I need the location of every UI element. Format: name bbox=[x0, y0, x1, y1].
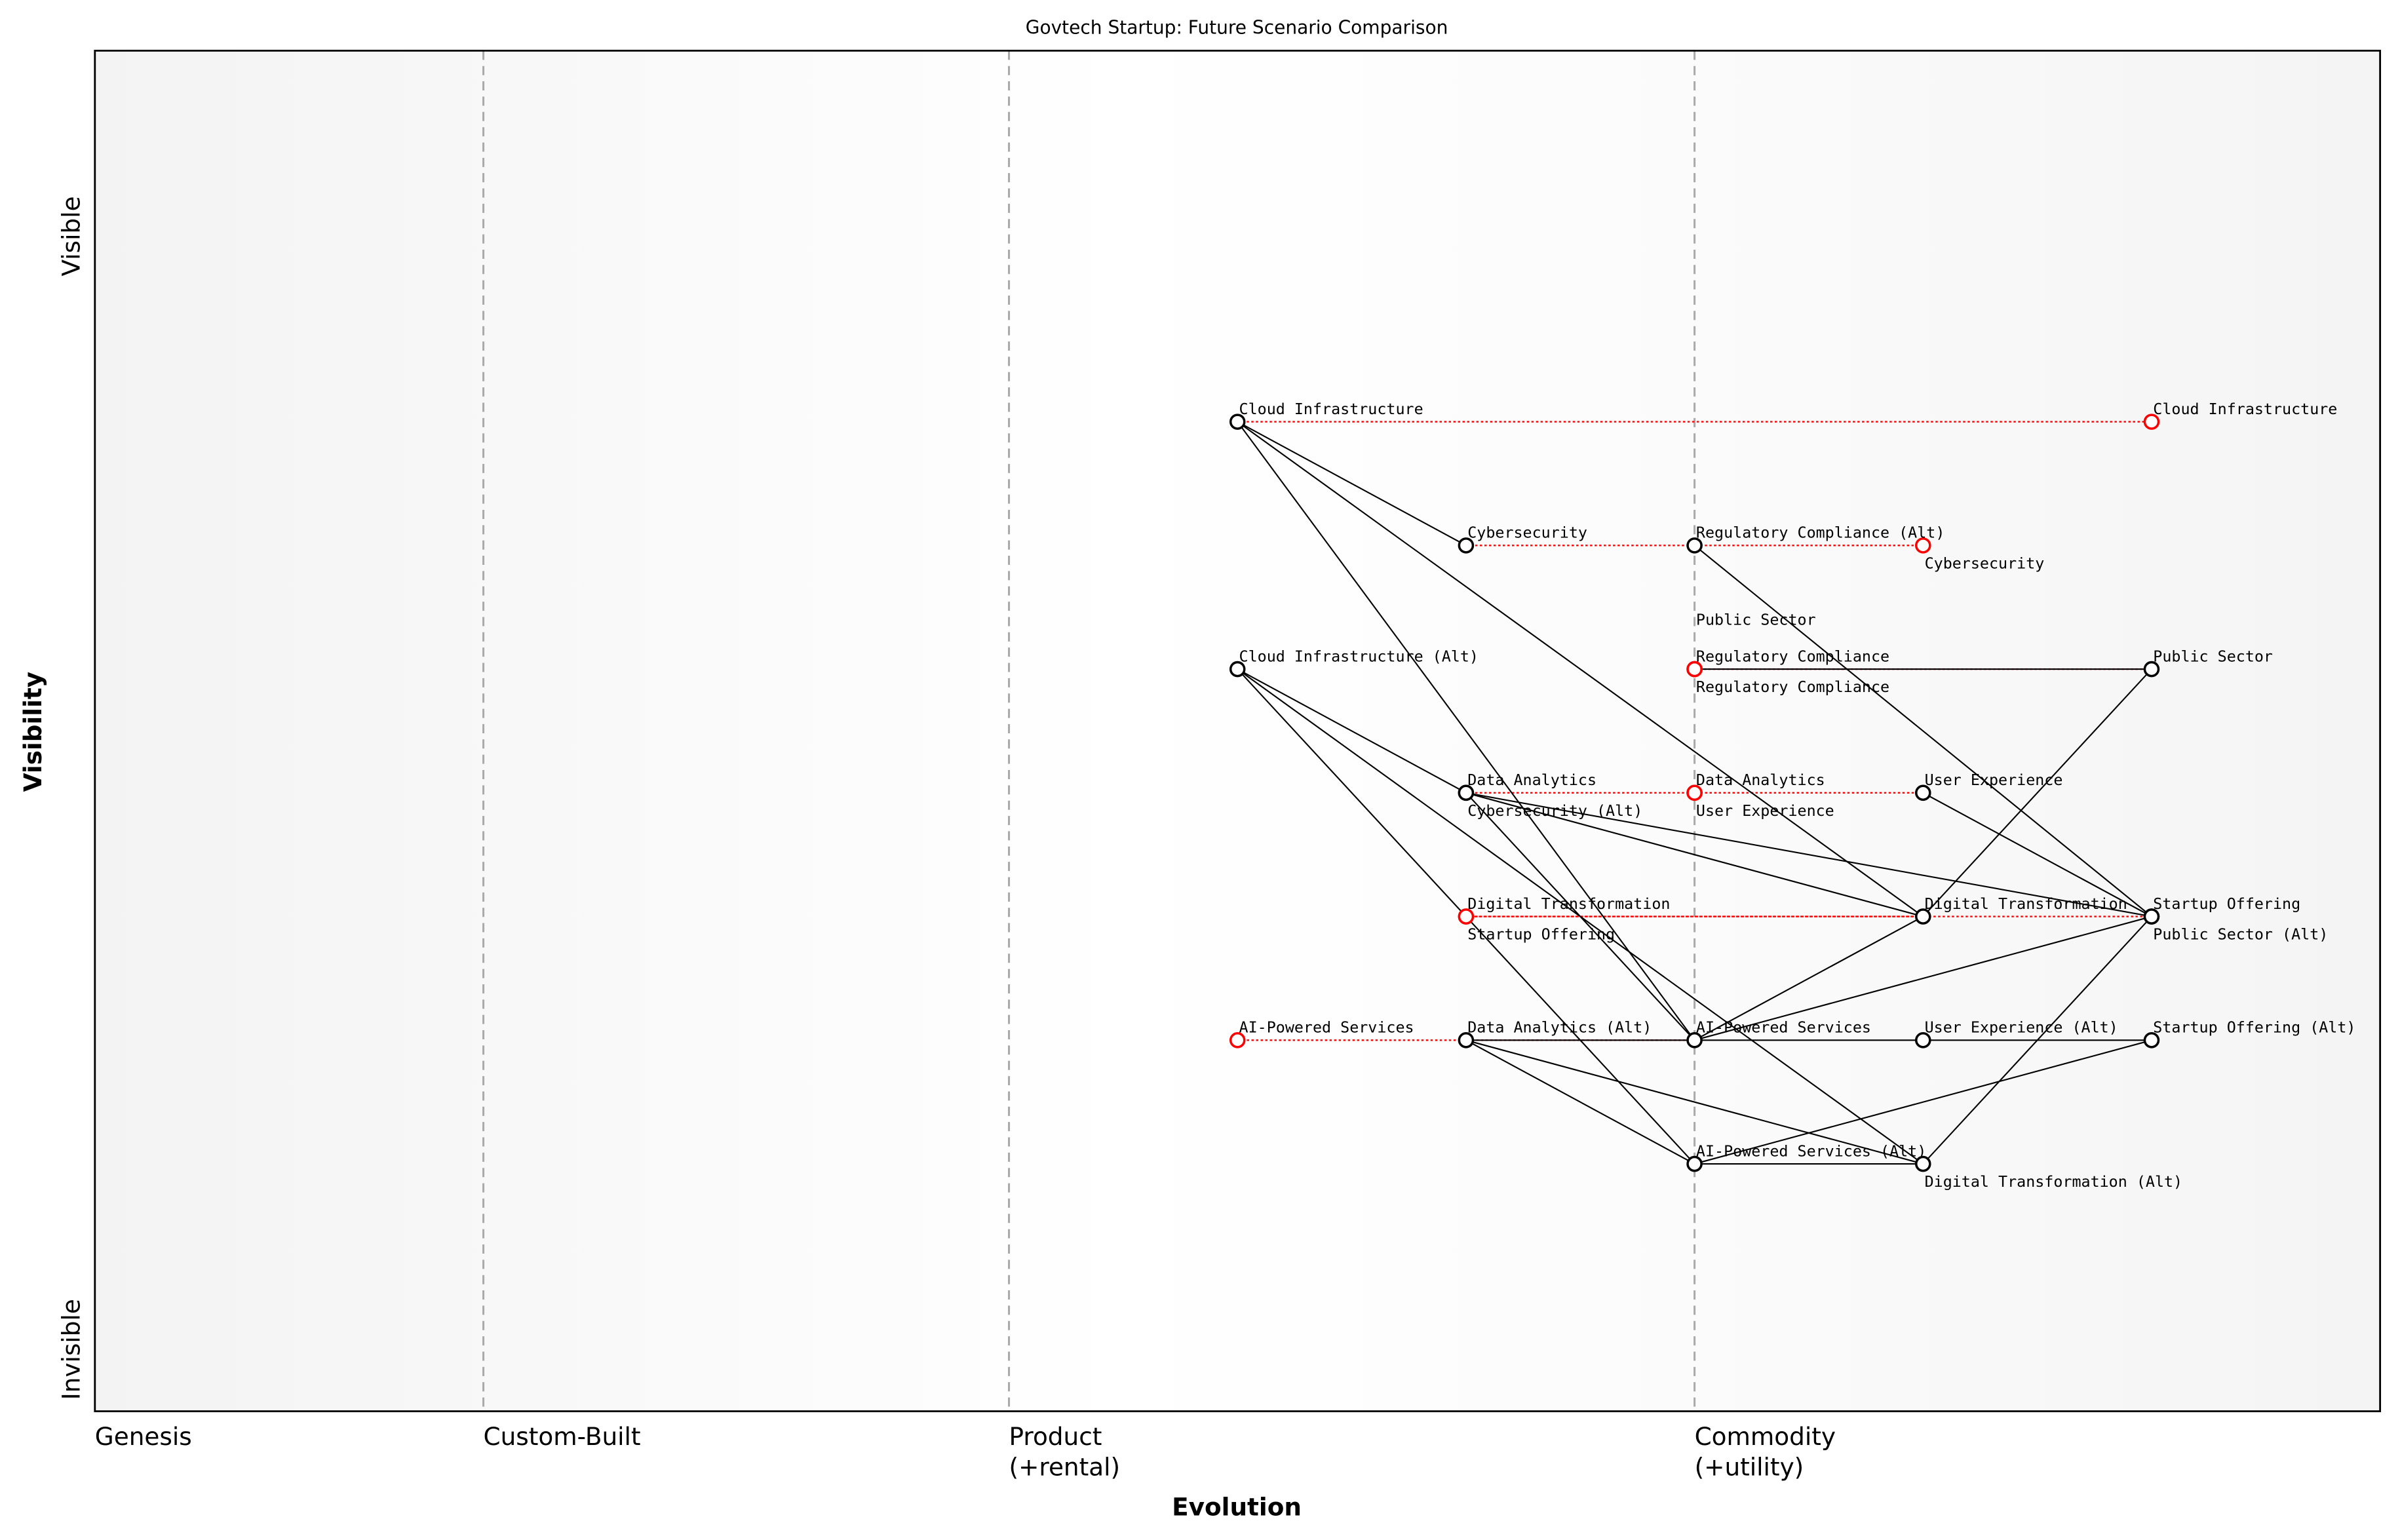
component-label: Digital Transformation bbox=[1925, 895, 2127, 913]
component-label: Public Sector bbox=[1696, 610, 1816, 628]
x-tick-label-line2: (+utility) bbox=[1695, 1453, 1804, 1482]
component-node bbox=[1458, 537, 1475, 554]
component-node bbox=[2143, 1032, 2160, 1049]
dependency-link bbox=[1237, 421, 1924, 917]
component-label: Regulatory Compliance bbox=[1696, 678, 1889, 696]
component-label: Data Analytics bbox=[1696, 771, 1825, 789]
component-label: Data Analytics (Alt) bbox=[1467, 1018, 1652, 1037]
component-label: Public Sector (Alt) bbox=[2153, 925, 2328, 944]
dependency-link bbox=[1465, 792, 1924, 917]
component-label: Cloud Infrastructure bbox=[1239, 400, 1423, 418]
x-tick-label: Commodity bbox=[1695, 1422, 1836, 1451]
component-node bbox=[1915, 1032, 1931, 1049]
dependency-link bbox=[1465, 1039, 1924, 1165]
x-tick-label: Product bbox=[1009, 1422, 1102, 1451]
component-label: User Experience bbox=[1696, 801, 1834, 820]
component-label: Public Sector bbox=[2153, 647, 2273, 665]
dependency-link bbox=[1465, 792, 2152, 917]
dependency-link bbox=[1237, 421, 1467, 547]
component-node bbox=[1458, 1032, 1475, 1049]
component-label: User Experience bbox=[1925, 771, 2063, 789]
component-node bbox=[1229, 661, 1246, 678]
component-node bbox=[1686, 1032, 1703, 1049]
evolved-component-node bbox=[1686, 784, 1703, 801]
dependency-link bbox=[1237, 421, 1695, 1041]
component-node bbox=[1915, 908, 1931, 925]
component-node bbox=[1686, 537, 1703, 554]
evolved-component-node bbox=[1458, 908, 1475, 925]
evolved-component-node bbox=[1915, 537, 1931, 554]
dependency-link bbox=[1694, 915, 1924, 1041]
component-node bbox=[1686, 1155, 1703, 1172]
component-label: AI-Powered Services bbox=[1696, 1018, 1871, 1037]
dependency-link bbox=[1237, 668, 1924, 1165]
evolved-component-node bbox=[1686, 661, 1703, 678]
plot-frame bbox=[94, 49, 2382, 1412]
component-label: Startup Offering bbox=[1467, 925, 1615, 944]
component-node bbox=[1229, 414, 1246, 430]
component-label: Startup Offering bbox=[2153, 895, 2300, 913]
component-label: Cybersecurity bbox=[1467, 524, 1587, 542]
dependency-link bbox=[1237, 668, 1467, 794]
component-node bbox=[2143, 661, 2160, 678]
component-label: Cybersecurity (Alt) bbox=[1467, 801, 1642, 820]
x-tick-label: Custom-Built bbox=[484, 1422, 641, 1451]
dependency-link bbox=[1694, 545, 2152, 917]
component-label: User Experience (Alt) bbox=[1925, 1018, 2118, 1037]
dependency-link bbox=[1465, 1039, 1695, 1165]
component-node bbox=[1915, 1155, 1931, 1172]
chart-title: Govtech Startup: Future Scenario Compari… bbox=[1026, 17, 1448, 39]
y-tick-label: Invisible bbox=[56, 1299, 85, 1400]
dependency-link bbox=[1922, 668, 2152, 917]
dependency-link bbox=[1694, 1039, 2152, 1165]
component-label: Startup Offering (Alt) bbox=[2153, 1018, 2355, 1037]
component-label: Cybersecurity bbox=[1925, 554, 2045, 572]
component-label: AI-Powered Services (Alt) bbox=[1696, 1142, 1926, 1160]
dependency-link bbox=[1922, 792, 2152, 917]
x-axis-label: Evolution bbox=[1172, 1492, 1302, 1521]
evolved-component-node bbox=[2143, 414, 2160, 430]
component-label: Digital Transformation (Alt) bbox=[1925, 1172, 2183, 1191]
component-node bbox=[1915, 784, 1931, 801]
y-axis-label: Visibility bbox=[18, 672, 47, 792]
component-node bbox=[2143, 908, 2160, 925]
y-tick-label: Visible bbox=[56, 196, 85, 276]
component-node bbox=[1458, 784, 1475, 801]
dependency-link bbox=[1694, 915, 2152, 1041]
component-label: AI-Powered Services bbox=[1239, 1018, 1414, 1037]
plot-background bbox=[94, 50, 2380, 1412]
component-label: Regulatory Compliance bbox=[1696, 647, 1889, 665]
component-label: Cloud Infrastructure bbox=[2153, 400, 2337, 418]
component-label: Regulatory Compliance (Alt) bbox=[1696, 524, 1945, 542]
component-label: Data Analytics bbox=[1467, 771, 1597, 789]
x-tick-label-line2: (+rental) bbox=[1009, 1453, 1121, 1482]
x-tick-label: Genesis bbox=[95, 1422, 192, 1451]
component-label: Digital Transformation bbox=[1467, 895, 1670, 913]
evolved-component-node bbox=[1229, 1032, 1246, 1049]
component-label: Cloud Infrastructure (Alt) bbox=[1239, 647, 1479, 665]
